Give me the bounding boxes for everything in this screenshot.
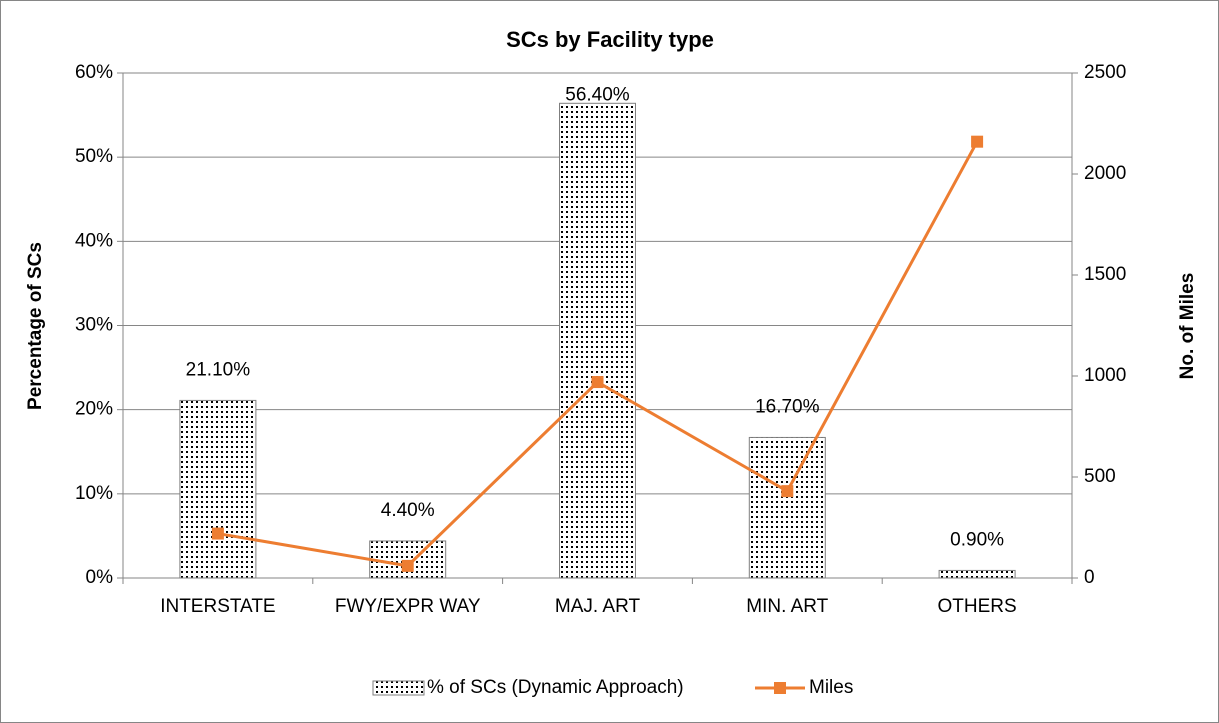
- bar: [559, 102, 636, 579]
- x-tick-label: FWY/EXPR WAY: [335, 596, 481, 617]
- y2-tick-label: 0: [1084, 567, 1095, 588]
- y2-tick-label: 1500: [1084, 264, 1126, 285]
- y-tick-label: 40%: [75, 230, 113, 251]
- y-tick-label: 50%: [75, 146, 113, 167]
- marker: [401, 559, 414, 572]
- y-axis-label: Percentage of SCs: [25, 242, 46, 410]
- legend-label: % of SCs (Dynamic Approach): [427, 677, 684, 698]
- data-label: 16.70%: [755, 396, 820, 417]
- data-label: 0.90%: [950, 529, 1004, 550]
- data-label: 21.10%: [186, 359, 251, 380]
- data-label: 4.40%: [381, 500, 435, 521]
- y-tick-label: 60%: [75, 62, 113, 83]
- y-tick-label: 30%: [75, 315, 113, 336]
- legend-swatch: [372, 680, 425, 696]
- y2-tick-label: 1000: [1084, 365, 1126, 386]
- y2-axis-label: No. of Miles: [1177, 273, 1198, 380]
- y-tick-label: 10%: [75, 483, 113, 504]
- y-tick-label: 20%: [75, 399, 113, 420]
- chart-title: SCs by Facility type: [506, 27, 714, 52]
- x-tick-label: MAJ. ART: [555, 596, 641, 617]
- bar: [369, 540, 447, 579]
- legend-marker: [774, 682, 786, 694]
- marker: [971, 135, 984, 148]
- y2-tick-label: 2000: [1084, 163, 1126, 184]
- y2-tick-label: 500: [1084, 466, 1116, 487]
- y-tick-label: 0%: [86, 567, 114, 588]
- x-tick-label: OTHERS: [938, 596, 1017, 617]
- bar: [748, 436, 826, 579]
- x-tick-label: MIN. ART: [746, 596, 828, 617]
- data-label: 56.40%: [565, 84, 630, 105]
- bar: [938, 569, 1016, 579]
- marker: [591, 376, 604, 389]
- legend-label: Miles: [809, 677, 853, 698]
- x-tick-label: INTERSTATE: [160, 596, 275, 617]
- bar: [179, 399, 257, 579]
- marker: [781, 485, 794, 498]
- y2-tick-label: 2500: [1084, 62, 1126, 83]
- marker: [211, 527, 224, 540]
